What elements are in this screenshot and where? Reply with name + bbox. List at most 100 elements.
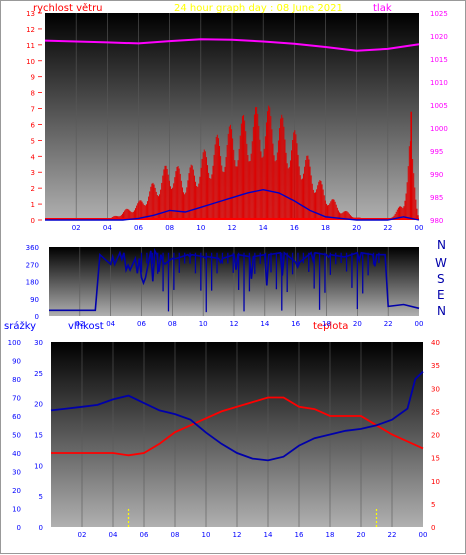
humidity-y-tick-label: 20: [34, 401, 43, 409]
wind-y-tick-label: 2: [31, 185, 35, 193]
x-tick-label: 04: [109, 531, 118, 539]
x-tick-label: 18: [321, 224, 330, 232]
x-tick-label: 10: [202, 531, 211, 539]
humidity-y-tick-label: 30: [34, 339, 43, 347]
x-tick-label: 22: [383, 224, 392, 232]
rain-y-tick-label: 90: [12, 358, 21, 366]
wind-y-tick-label: 9: [31, 74, 35, 82]
x-tick-label: 16: [295, 531, 304, 539]
wind-y-tick-label: 5: [31, 137, 35, 145]
x-tick-label: 02: [75, 320, 84, 328]
temperature-y-tick-label: 15: [431, 455, 440, 463]
x-tick-label: 04: [106, 320, 115, 328]
temperature-y-tick-label: 30: [431, 385, 440, 393]
humidity-series: [50, 370, 424, 462]
x-tick-label: 04: [103, 224, 112, 232]
x-tick-label: 10: [199, 320, 208, 328]
wind-direction-series: [49, 247, 420, 312]
x-tick-label: 06: [140, 531, 149, 539]
temperature-y-tick-label: 40: [431, 339, 440, 347]
x-tick-label: 14: [264, 531, 273, 539]
x-tick-label: 08: [165, 224, 174, 232]
direction-y-tick-label: 360: [26, 244, 39, 252]
wind-y-tick-label: 10: [26, 58, 35, 66]
x-tick-label: 00: [415, 320, 424, 328]
x-tick-label: 08: [168, 320, 177, 328]
direction-y-tick-label: 270: [26, 261, 39, 269]
wind-y-tick-label: 7: [31, 106, 35, 114]
wind-average-series: [45, 188, 420, 221]
wind-y-tick-label: 4: [31, 153, 36, 161]
pressure-y-tick-label: 1000: [430, 125, 448, 133]
x-tick-label: 10: [196, 224, 205, 232]
pressure-y-tick-label: 995: [430, 148, 443, 156]
direction-y-tick-label: 90: [30, 296, 39, 304]
compass-w: W: [435, 256, 447, 270]
rain-y-tick-label: 30: [12, 469, 21, 477]
humidity-y-tick-label: 15: [34, 432, 43, 440]
x-tick-label: 20: [353, 320, 362, 328]
x-tick-label: 22: [384, 320, 393, 328]
temperature-series: [51, 396, 424, 457]
compass-n-top: N: [437, 238, 446, 252]
x-tick-label: 18: [322, 320, 331, 328]
pressure-y-tick-label: 985: [430, 194, 443, 202]
x-tick-label: 14: [259, 224, 268, 232]
rain-axis-title: srážky: [4, 321, 37, 332]
x-tick-label: 00: [415, 224, 424, 232]
temperature-axis-title: teplota: [313, 321, 349, 332]
pressure-y-tick-label: 980: [430, 217, 443, 225]
rain-y-tick-label: 20: [12, 487, 21, 495]
x-tick-label: 12: [230, 320, 239, 328]
x-tick-label: 16: [291, 320, 300, 328]
humidity-axis-title: vlhkost: [68, 321, 104, 332]
temperature-y-tick-label: 0: [431, 524, 435, 532]
wind-y-tick-label: 0: [31, 217, 35, 225]
rain-y-tick-label: 40: [12, 450, 21, 458]
x-tick-label: 16: [290, 224, 299, 232]
x-tick-label: 02: [78, 531, 87, 539]
x-tick-label: 20: [357, 531, 366, 539]
compass-e: E: [437, 288, 445, 302]
wind-y-tick-label: 3: [31, 169, 35, 177]
pressure-y-tick-label: 1005: [430, 102, 448, 110]
wind-y-tick-label: 1: [31, 201, 35, 209]
graph-title: 24 hour graph day : 08 June 2021: [174, 3, 343, 14]
humidity-y-tick-label: 25: [34, 370, 43, 378]
wind-y-tick-label: 6: [31, 121, 36, 129]
temperature-y-tick-label: 35: [431, 362, 440, 370]
rain-y-tick-label: 80: [12, 376, 21, 384]
pressure-y-tick-label: 1020: [430, 33, 448, 41]
x-tick-label: 08: [171, 531, 180, 539]
direction-y-tick-label: 0: [35, 313, 39, 321]
rain-y-tick-label: 70: [12, 395, 21, 403]
wind-y-tick-label: 11: [26, 42, 35, 50]
pressure-y-tick-label: 1010: [430, 79, 448, 87]
temperature-y-tick-label: 5: [431, 501, 435, 509]
pressure-y-tick-label: 1025: [430, 10, 448, 18]
temperature-y-tick-label: 20: [431, 432, 440, 440]
x-tick-label: 20: [352, 224, 361, 232]
rain-y-tick-label: 10: [12, 506, 21, 514]
x-tick-label: 00: [419, 531, 428, 539]
wind-speed-axis-title: rychlost větru: [33, 3, 103, 14]
wind-y-tick-label: 13: [26, 10, 35, 18]
x-tick-label: 06: [137, 320, 146, 328]
rain-y-tick-label: 50: [12, 432, 21, 440]
wind-y-tick-label: 12: [26, 26, 35, 34]
humidity-y-tick-label: 10: [34, 462, 43, 470]
compass-s: S: [437, 272, 445, 286]
temperature-y-tick-label: 10: [431, 478, 440, 486]
temperature-y-tick-label: 25: [431, 408, 440, 416]
pressure-y-tick-label: 990: [430, 171, 443, 179]
x-tick-label: 12: [228, 224, 237, 232]
x-tick-label: 14: [260, 320, 269, 328]
humidity-y-tick-label: 5: [39, 493, 43, 501]
rain-y-tick-label: 0: [17, 524, 21, 532]
pressure-axis-title: tlak: [373, 3, 392, 14]
direction-y-tick-label: 180: [26, 279, 39, 287]
wind-y-tick-label: 8: [31, 90, 35, 98]
x-tick-label: 06: [134, 224, 143, 232]
